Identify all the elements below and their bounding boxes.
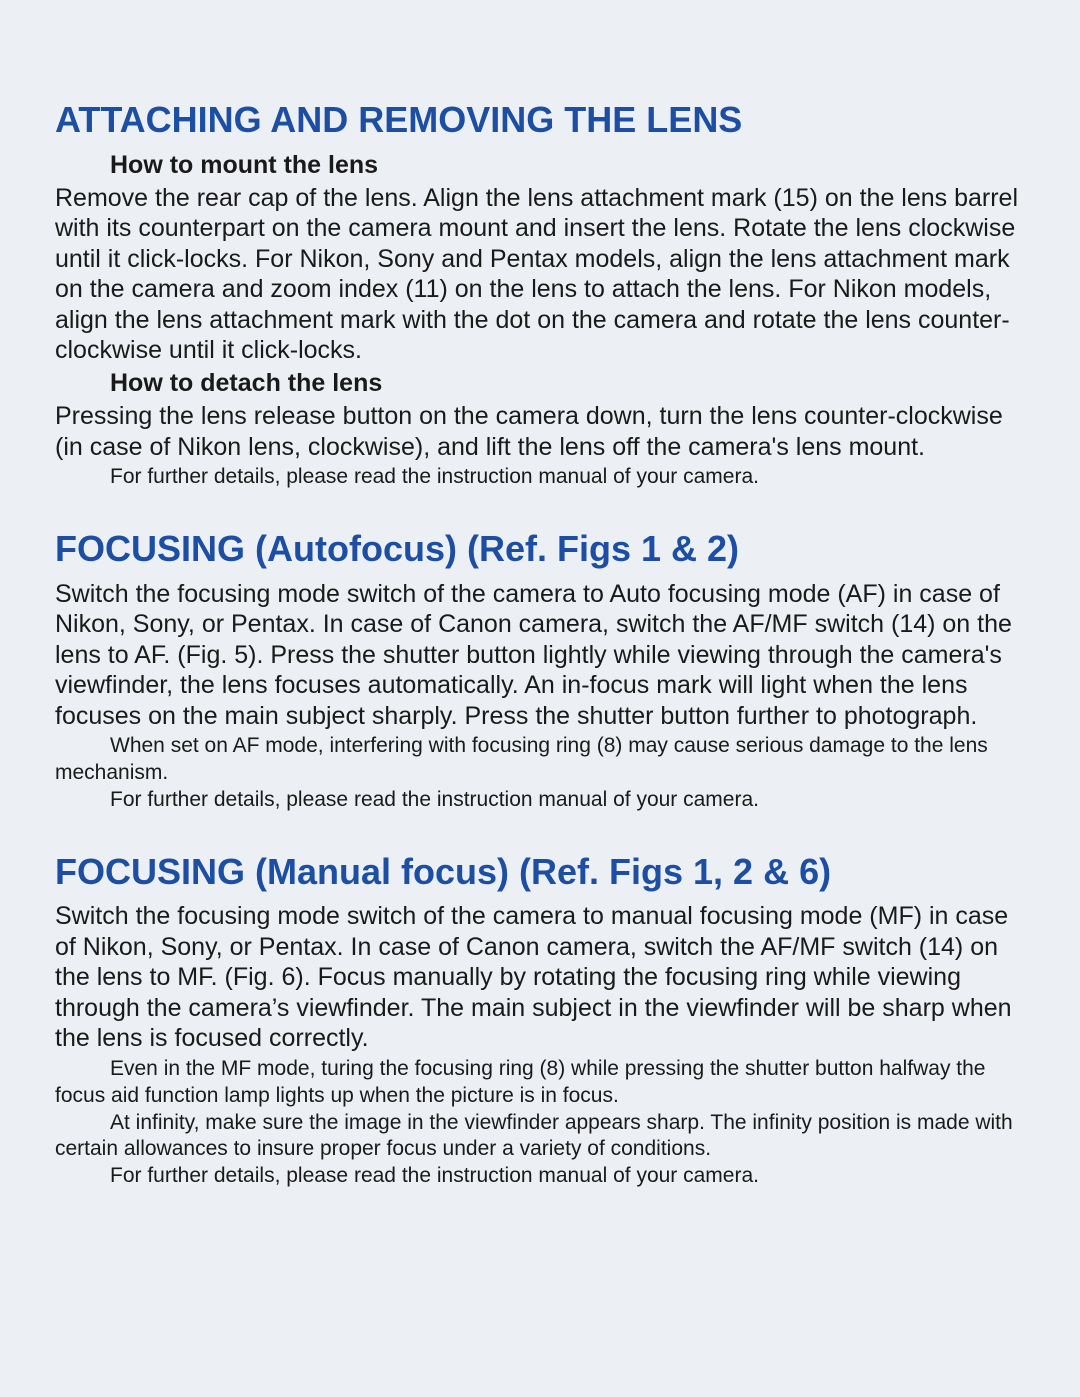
- note-paragraph: Even in the MF mode, turing the focusing…: [55, 1056, 1025, 1110]
- document-page: ATTACHING AND REMOVING THE LENS How to m…: [0, 0, 1080, 1397]
- section-spacer: [55, 491, 1025, 529]
- body-paragraph: Switch the focusing mode switch of the c…: [55, 901, 1025, 1054]
- body-paragraph: Switch the focusing mode switch of the c…: [55, 579, 1025, 732]
- section-spacer: [55, 814, 1025, 852]
- section-title: FOCUSING (Autofocus) (Ref. Figs 1 & 2): [55, 529, 1025, 569]
- note-paragraph: When set on AF mode, interfering with fo…: [55, 733, 1025, 787]
- note-paragraph: For further details, please read the ins…: [55, 464, 1025, 491]
- section-title: FOCUSING (Manual focus) (Ref. Figs 1, 2 …: [55, 852, 1025, 892]
- body-paragraph: Remove the rear cap of the lens. Align t…: [55, 183, 1025, 366]
- note-paragraph: For further details, please read the ins…: [55, 787, 1025, 814]
- body-paragraph: Pressing the lens release button on the …: [55, 401, 1025, 462]
- sub-heading: How to mount the lens: [55, 150, 1025, 181]
- sub-heading: How to detach the lens: [55, 368, 1025, 399]
- note-paragraph: At infinity, make sure the image in the …: [55, 1110, 1025, 1164]
- note-paragraph: For further details, please read the ins…: [55, 1163, 1025, 1190]
- section-title: ATTACHING AND REMOVING THE LENS: [55, 100, 1025, 140]
